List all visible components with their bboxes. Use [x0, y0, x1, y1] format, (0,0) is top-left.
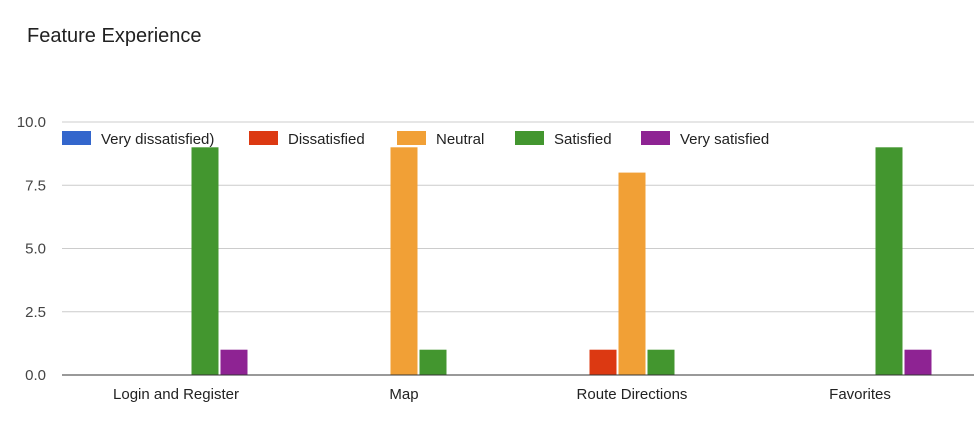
y-axis-ticks: 0.0 2.5 5.0 7.5 10.0 [17, 114, 46, 384]
bar-satisfied-3[interactable] [875, 147, 903, 375]
x-axis-labels: Login and Register Map Route Directions Fav… [113, 386, 891, 403]
legend: Very dissatisfied) Dissatisfied Neutral Sat… [62, 131, 769, 148]
legend-swatch [397, 131, 426, 145]
y-tick-label: 0.0 [25, 367, 46, 384]
legend-item[interactable]: Very dissatisfied) [62, 131, 214, 148]
chart-title: Feature Experience [27, 25, 202, 47]
bar-satisfied-2[interactable] [647, 349, 675, 375]
legend-label: Very satisfied [680, 131, 769, 148]
x-category-label: Login and Register [113, 386, 239, 403]
bars [191, 147, 932, 375]
legend-item[interactable]: Very satisfied [641, 131, 769, 148]
legend-swatch [62, 131, 91, 145]
y-tick-label: 2.5 [25, 304, 46, 321]
legend-swatch [515, 131, 544, 145]
legend-label: Satisfied [554, 131, 612, 148]
y-tick-label: 5.0 [25, 241, 46, 258]
bar-very-satisfied-3[interactable] [904, 349, 932, 375]
legend-label: Neutral [436, 131, 484, 148]
x-category-label: Route Directions [577, 386, 688, 403]
bar-very-satisfied-0[interactable] [220, 349, 248, 375]
bar-satisfied-1[interactable] [419, 349, 447, 375]
legend-swatch [249, 131, 278, 145]
x-category-label: Favorites [829, 386, 891, 403]
bar-neutral-2[interactable] [618, 172, 646, 375]
legend-swatch [641, 131, 670, 145]
y-tick-label: 7.5 [25, 177, 46, 194]
x-category-label: Map [389, 386, 418, 403]
legend-item[interactable]: Neutral [397, 131, 484, 148]
bar-satisfied-0[interactable] [191, 147, 219, 375]
legend-label: Dissatisfied [288, 131, 365, 148]
legend-item[interactable]: Dissatisfied [249, 131, 365, 148]
bar-neutral-1[interactable] [390, 147, 418, 375]
legend-item[interactable]: Satisfied [515, 131, 612, 148]
legend-label: Very dissatisfied) [101, 131, 214, 148]
bar-dissatisfied-2[interactable] [589, 349, 617, 375]
y-tick-label: 10.0 [17, 114, 46, 131]
